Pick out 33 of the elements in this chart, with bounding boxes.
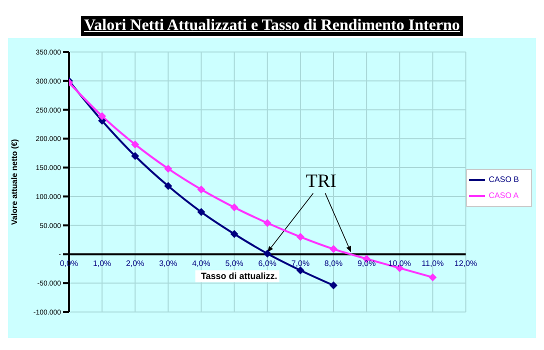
point — [230, 203, 238, 212]
point — [164, 164, 172, 173]
point — [197, 186, 206, 194]
x-tick-label: 1,0% — [92, 259, 112, 268]
x-tick-label: 6,0% — [258, 259, 276, 268]
chart-title: Valori Netti Attualizzati e Tasso di Rendimento Interno — [81, 16, 463, 36]
x-tick-label: 7,0% — [291, 259, 310, 268]
x-tick-label: 12,0% — [454, 259, 478, 268]
point — [428, 273, 437, 282]
legend-label: CASO B — [488, 175, 519, 184]
legend-label: CASO A — [488, 191, 519, 200]
annotation: TRI — [306, 171, 337, 192]
point — [263, 219, 272, 228]
x-tick-label: 10,0% — [388, 259, 411, 268]
x-axis-title: Tasso di attualizz. — [200, 271, 278, 282]
point — [230, 230, 238, 238]
x-tick-label: 8,0% — [324, 259, 343, 268]
x-tick-label: 4,0% — [192, 259, 210, 268]
x-tick-label: 3,0% — [159, 259, 178, 268]
point — [263, 250, 272, 258]
point — [330, 281, 338, 290]
point — [164, 182, 172, 190]
point — [131, 140, 140, 148]
point — [131, 152, 140, 160]
x-tick-label: 5,0% — [225, 259, 244, 268]
point — [330, 245, 338, 254]
y-axis-title: Valore attuale netto (€) — [10, 138, 19, 225]
point — [98, 112, 106, 120]
point — [296, 232, 304, 241]
x-tick-label: 2,0% — [126, 259, 144, 268]
x-tick-label: 9,0% — [357, 259, 376, 268]
point — [197, 208, 206, 216]
x-tick-label: 11,0% — [422, 259, 444, 268]
